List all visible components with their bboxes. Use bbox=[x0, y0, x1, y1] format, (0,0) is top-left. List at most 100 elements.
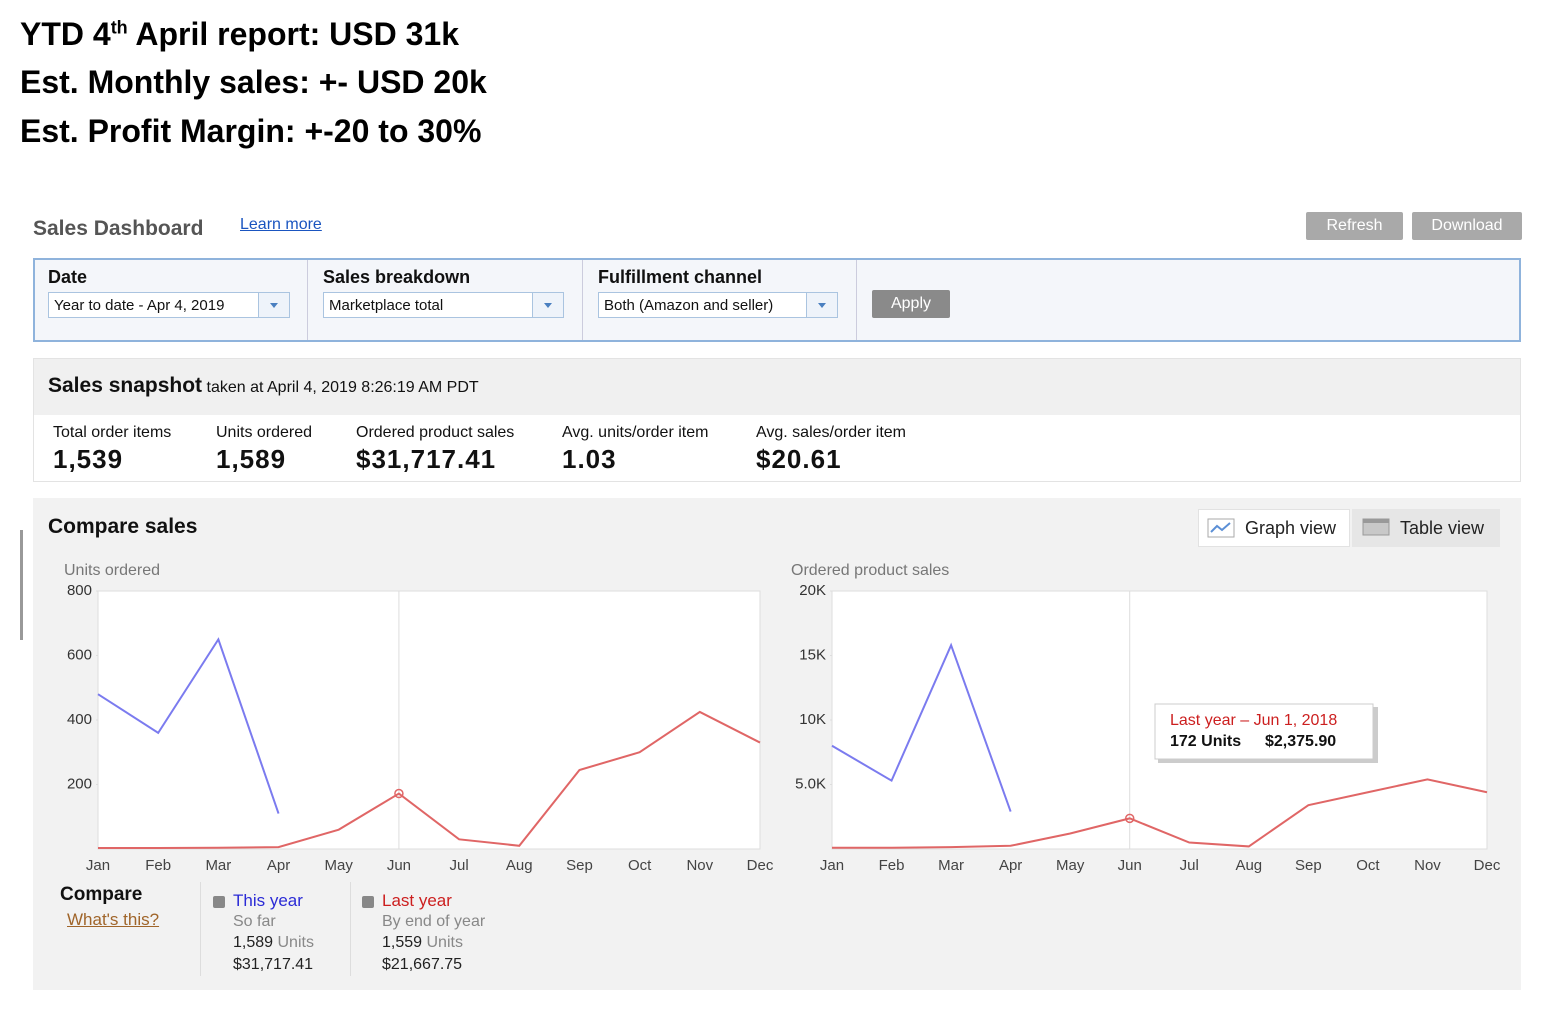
x-tick-label: Sep bbox=[566, 857, 593, 874]
heading-line: Est. Monthly sales: +- USD 20k bbox=[20, 64, 487, 100]
x-tick-label: Jul bbox=[1180, 857, 1199, 874]
x-tick-label: Aug bbox=[506, 857, 533, 874]
y-axis-label: Units ordered bbox=[64, 562, 160, 579]
table-view-tab[interactable]: Table view bbox=[1352, 509, 1500, 547]
x-tick-label: Jan bbox=[86, 857, 110, 874]
metric-label: Total order items bbox=[53, 424, 172, 441]
y-tick-label: 200 bbox=[67, 775, 92, 792]
metric-label: Ordered product sales bbox=[356, 424, 515, 441]
graph-icon bbox=[1207, 518, 1235, 538]
legend-period: So far bbox=[233, 913, 276, 930]
checkbox[interactable] bbox=[362, 896, 374, 908]
metric-value: $20.61 bbox=[756, 444, 842, 474]
y-tick-label: 20K bbox=[799, 582, 826, 599]
divider bbox=[856, 260, 857, 340]
units-label: Units bbox=[277, 934, 314, 951]
heading-line: Est. Profit Margin: +-20 to 30% bbox=[20, 113, 482, 149]
divider bbox=[582, 260, 583, 340]
metric-label: Units ordered bbox=[216, 424, 313, 441]
legend-name: This year bbox=[233, 891, 303, 910]
tooltip-sales: $2,375.90 bbox=[1265, 733, 1336, 750]
scroll-indicator bbox=[20, 530, 23, 640]
units-value: 1,589 bbox=[233, 934, 274, 951]
graph-view-tab[interactable]: Graph view bbox=[1198, 509, 1350, 547]
series-line bbox=[832, 778, 1488, 849]
metric-label: Avg. sales/order item bbox=[756, 424, 906, 441]
legend-units: 1,559 Units bbox=[382, 934, 463, 952]
heading-line: YTD 4th April report: USD 31k bbox=[20, 16, 460, 52]
x-tick-label: Sep bbox=[1295, 857, 1322, 874]
x-tick-label: May bbox=[325, 857, 354, 874]
legend-sales: $31,717.41 bbox=[233, 956, 314, 973]
x-tick-label: Dec bbox=[1474, 857, 1501, 874]
y-tick-label: 5.0K bbox=[795, 775, 826, 792]
x-tick-label: Jun bbox=[1118, 857, 1142, 874]
apply-button[interactable]: Apply bbox=[872, 290, 950, 318]
legend-period: By end of year bbox=[382, 913, 486, 930]
snapshot-title-row: Sales snapshot taken at April 4, 2019 8:… bbox=[48, 374, 479, 397]
learn-more-link[interactable]: Learn more bbox=[240, 216, 322, 233]
x-tick-label: Apr bbox=[999, 857, 1022, 874]
metric-value: $31,717.41 bbox=[356, 444, 497, 474]
legend-name: Last year bbox=[382, 891, 452, 910]
compare-title: Compare sales bbox=[48, 515, 198, 538]
filter-label: Date bbox=[48, 267, 88, 287]
units-label: Units bbox=[426, 934, 463, 951]
checkbox[interactable] bbox=[213, 896, 225, 908]
tooltip-units: 172 Units bbox=[1170, 733, 1241, 750]
y-tick-label: 600 bbox=[67, 646, 92, 663]
divider bbox=[350, 882, 351, 976]
metric-label: Avg. units/order item bbox=[562, 424, 709, 441]
plot-area bbox=[97, 590, 761, 850]
y-tick-label: 800 bbox=[67, 582, 92, 599]
x-tick-label: Oct bbox=[628, 857, 652, 874]
series-line bbox=[98, 710, 761, 850]
y-tick-label: 15K bbox=[799, 646, 826, 663]
y-tick-label: 10K bbox=[799, 711, 826, 728]
series-line bbox=[97, 637, 280, 814]
hover-marker bbox=[394, 788, 404, 799]
breakdown-dropdown[interactable]: Marketplace total bbox=[323, 292, 564, 318]
x-tick-label: Jul bbox=[449, 857, 468, 874]
snapshot-header bbox=[34, 359, 1520, 415]
x-tick-label: Dec bbox=[747, 857, 774, 874]
x-tick-label: Nov bbox=[1414, 857, 1441, 874]
x-tick-label: Nov bbox=[686, 857, 713, 874]
y-axis-label: Ordered product sales bbox=[791, 562, 949, 579]
x-tick-label: May bbox=[1056, 857, 1085, 874]
x-tick-label: Aug bbox=[1235, 857, 1262, 874]
x-tick-label: Apr bbox=[267, 857, 290, 874]
snapshot-panel bbox=[33, 358, 1521, 482]
dashboard-title: Sales Dashboard bbox=[33, 217, 204, 240]
x-tick-label: Jan bbox=[820, 857, 844, 874]
legend-sales: $21,667.75 bbox=[382, 956, 463, 973]
legend-title: Compare bbox=[60, 884, 143, 905]
legend-units: 1,589 Units bbox=[233, 934, 314, 952]
x-tick-label: Jun bbox=[387, 857, 411, 874]
refresh-button[interactable]: Refresh bbox=[1306, 212, 1403, 240]
channel-dropdown[interactable]: Both (Amazon and seller) bbox=[598, 292, 838, 318]
metric-value: 1,589 bbox=[216, 444, 287, 474]
y-tick-label: 400 bbox=[67, 711, 92, 728]
series-line bbox=[831, 642, 1012, 812]
x-tick-label: Feb bbox=[879, 857, 905, 874]
table-icon bbox=[1362, 518, 1390, 536]
x-tick-label: Mar bbox=[938, 857, 964, 874]
x-tick-label: Mar bbox=[205, 857, 231, 874]
download-button[interactable]: Download bbox=[1412, 212, 1522, 240]
tooltip bbox=[1154, 703, 1374, 760]
tooltip-title: Last year – Jun 1, 2018 bbox=[1170, 712, 1337, 729]
whats-this-link[interactable]: What's this? bbox=[67, 910, 160, 929]
units-value: 1,559 bbox=[382, 934, 423, 951]
divider bbox=[307, 260, 308, 340]
hover-marker bbox=[1124, 813, 1135, 824]
filter-label: Fulfillment channel bbox=[598, 267, 763, 287]
divider bbox=[200, 882, 201, 976]
x-tick-label: Oct bbox=[1356, 857, 1380, 874]
metric-value: 1.03 bbox=[562, 444, 617, 474]
date-dropdown[interactable]: Year to date - Apr 4, 2019 bbox=[48, 292, 290, 318]
metric-value: 1,539 bbox=[53, 444, 124, 474]
x-tick-label: Feb bbox=[145, 857, 171, 874]
